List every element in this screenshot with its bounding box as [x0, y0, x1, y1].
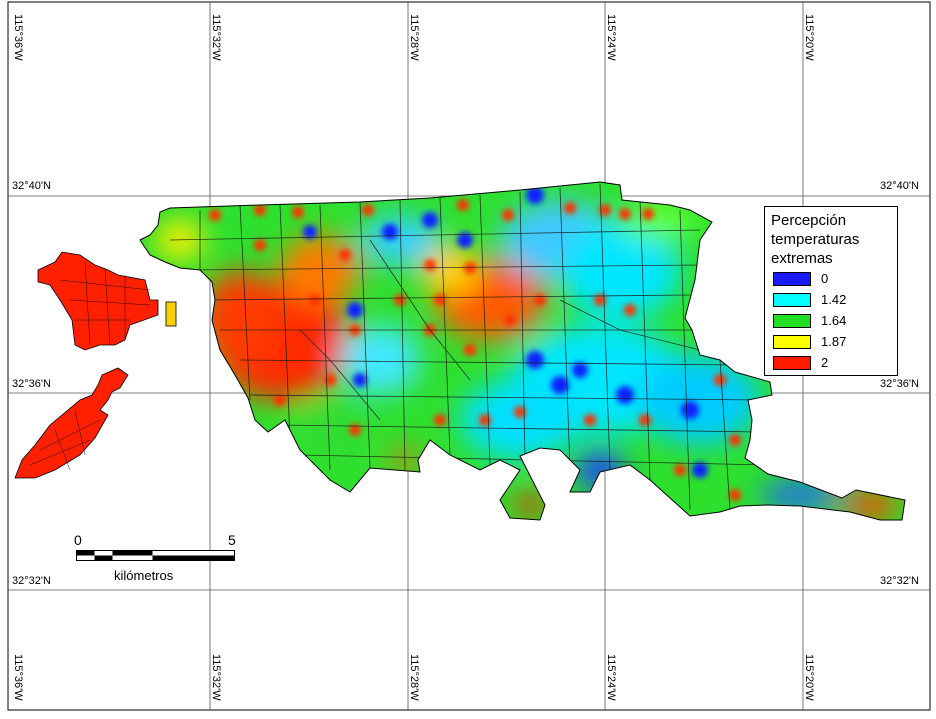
lat-label-left-2: 32°36'N	[12, 378, 51, 390]
legend-entry: 0	[771, 270, 891, 289]
lat-label-right-1: 32°40'N	[880, 180, 919, 192]
legend-entry: 1.64	[771, 312, 891, 331]
legend-swatch	[773, 293, 811, 307]
scale-bar: 0 5 kilómetros	[70, 532, 250, 592]
lon-label-bottom-3: 115°28'W	[408, 654, 420, 701]
legend-entry: 1.87	[771, 333, 891, 352]
lat-label-right-3: 32°32'N	[880, 575, 919, 587]
lon-label-bottom-5: 115°20'W	[803, 654, 815, 701]
lon-label-top-5: 115°20'W	[803, 14, 815, 61]
legend-swatch	[773, 272, 811, 286]
lon-label-bottom-1: 115°36'W	[12, 654, 24, 701]
scale-start: 0	[74, 532, 82, 548]
lon-label-top-2: 115°32'W	[210, 14, 222, 61]
lon-label-top-1: 115°36'W	[12, 14, 24, 61]
lat-label-left-3: 32°32'N	[12, 575, 51, 587]
legend: Percepción temperaturas extremas 0 1.42 …	[764, 206, 898, 376]
legend-label: 2	[821, 355, 829, 370]
scale-unit-label: kilómetros	[114, 568, 174, 583]
legend-swatch	[773, 314, 811, 328]
legend-title: Percepción temperaturas extremas	[771, 211, 891, 268]
legend-label: 1.87	[821, 334, 847, 349]
west-hot-area	[14, 251, 177, 479]
legend-title-line: extremas	[771, 250, 833, 267]
legend-label: 0	[821, 271, 829, 286]
lat-label-right-2: 32°36'N	[880, 378, 919, 390]
lon-label-top-4: 115°24'W	[605, 14, 617, 61]
legend-title-line: Percepción	[771, 212, 847, 229]
legend-label: 1.64	[821, 313, 847, 328]
legend-entry: 1.42	[771, 291, 891, 310]
lon-label-bottom-4: 115°24'W	[605, 654, 617, 701]
lon-label-top-3: 115°28'W	[408, 14, 420, 61]
legend-swatch	[773, 335, 811, 349]
lon-label-bottom-2: 115°32'W	[210, 654, 222, 701]
legend-swatch	[773, 356, 811, 370]
legend-title-line: temperaturas	[771, 231, 860, 248]
legend-entry: 2	[771, 354, 891, 373]
lat-label-left-1: 32°40'N	[12, 180, 51, 192]
scale-end: 5	[228, 532, 236, 548]
legend-label: 1.42	[821, 292, 847, 307]
scale-bar-graphic	[76, 550, 235, 561]
